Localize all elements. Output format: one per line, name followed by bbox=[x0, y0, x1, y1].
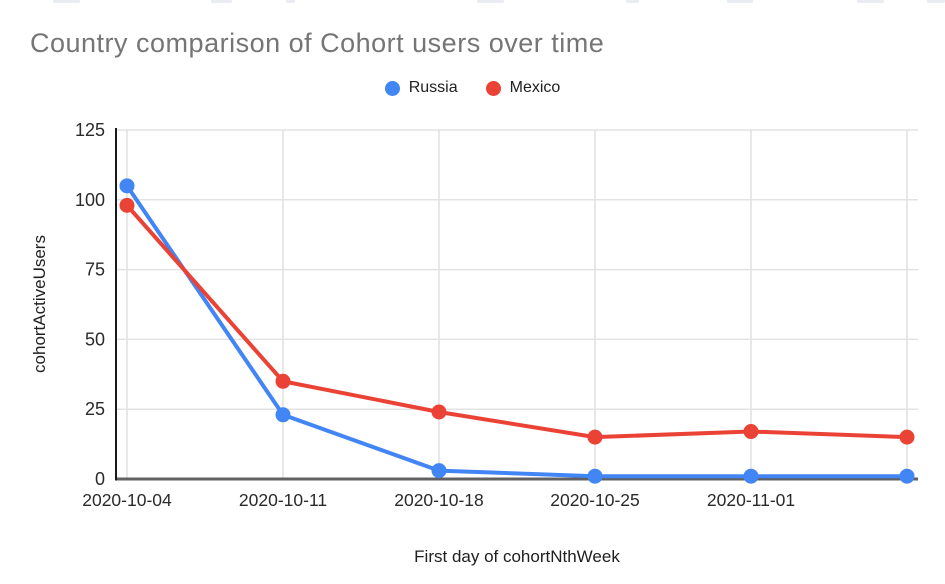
y-tick-label: 50 bbox=[85, 329, 105, 349]
data-point-russia[interactable] bbox=[431, 463, 447, 479]
top-crop-mark bbox=[857, 0, 884, 3]
x-axis-title: First day of cohortNthWeek bbox=[414, 547, 620, 566]
x-tick-label: 2020-10-04 bbox=[82, 490, 172, 510]
y-tick-label: 25 bbox=[85, 399, 105, 419]
chart-title: Country comparison of Cohort users over … bbox=[30, 28, 605, 58]
x-tick-label: 2020-10-25 bbox=[550, 490, 640, 510]
y-tick-label: 100 bbox=[75, 190, 105, 210]
series-line-mexico bbox=[125, 203, 909, 440]
top-crop-mark bbox=[727, 0, 753, 3]
data-point-mexico[interactable] bbox=[275, 373, 291, 389]
top-crop-mark bbox=[626, 0, 639, 3]
top-crop-mark bbox=[286, 0, 295, 3]
data-point-russia[interactable] bbox=[275, 407, 291, 423]
russia-series-dot-icon bbox=[384, 80, 400, 96]
y-tick-label: 125 bbox=[75, 120, 105, 140]
series-line-russia bbox=[125, 183, 909, 479]
data-point-mexico[interactable] bbox=[431, 404, 447, 420]
data-point-russia[interactable] bbox=[899, 468, 915, 484]
top-crop-mark bbox=[926, 0, 945, 3]
data-point-mexico[interactable] bbox=[587, 429, 603, 445]
top-crop-mark bbox=[211, 0, 232, 3]
top-crop-mark bbox=[477, 0, 504, 3]
data-point-russia[interactable] bbox=[587, 468, 603, 484]
data-point-mexico[interactable] bbox=[119, 197, 135, 213]
data-point-russia[interactable] bbox=[743, 468, 759, 484]
mexico-series-dot-icon bbox=[485, 80, 501, 96]
x-tick-label: 2020-10-11 bbox=[239, 490, 327, 510]
x-tick-label: 2020-11-01 bbox=[707, 490, 795, 510]
data-point-mexico[interactable] bbox=[899, 429, 915, 445]
legend-item-mexico[interactable]: Mexico bbox=[485, 79, 561, 97]
top-crop-mark bbox=[53, 0, 80, 3]
legend-label-russia: Russia bbox=[408, 79, 458, 96]
y-tick-label: 75 bbox=[85, 260, 105, 280]
legend-label-mexico: Mexico bbox=[509, 79, 561, 96]
legend-item-russia[interactable]: Russia bbox=[384, 79, 458, 97]
y-axis-title: cohortActiveUsers bbox=[30, 235, 49, 373]
chart-legend: Russia Mexico bbox=[0, 79, 945, 97]
data-point-mexico[interactable] bbox=[743, 424, 759, 440]
y-tick-label: 0 bbox=[95, 469, 105, 489]
data-point-russia[interactable] bbox=[119, 178, 135, 194]
x-tick-label: 2020-10-18 bbox=[394, 490, 484, 510]
